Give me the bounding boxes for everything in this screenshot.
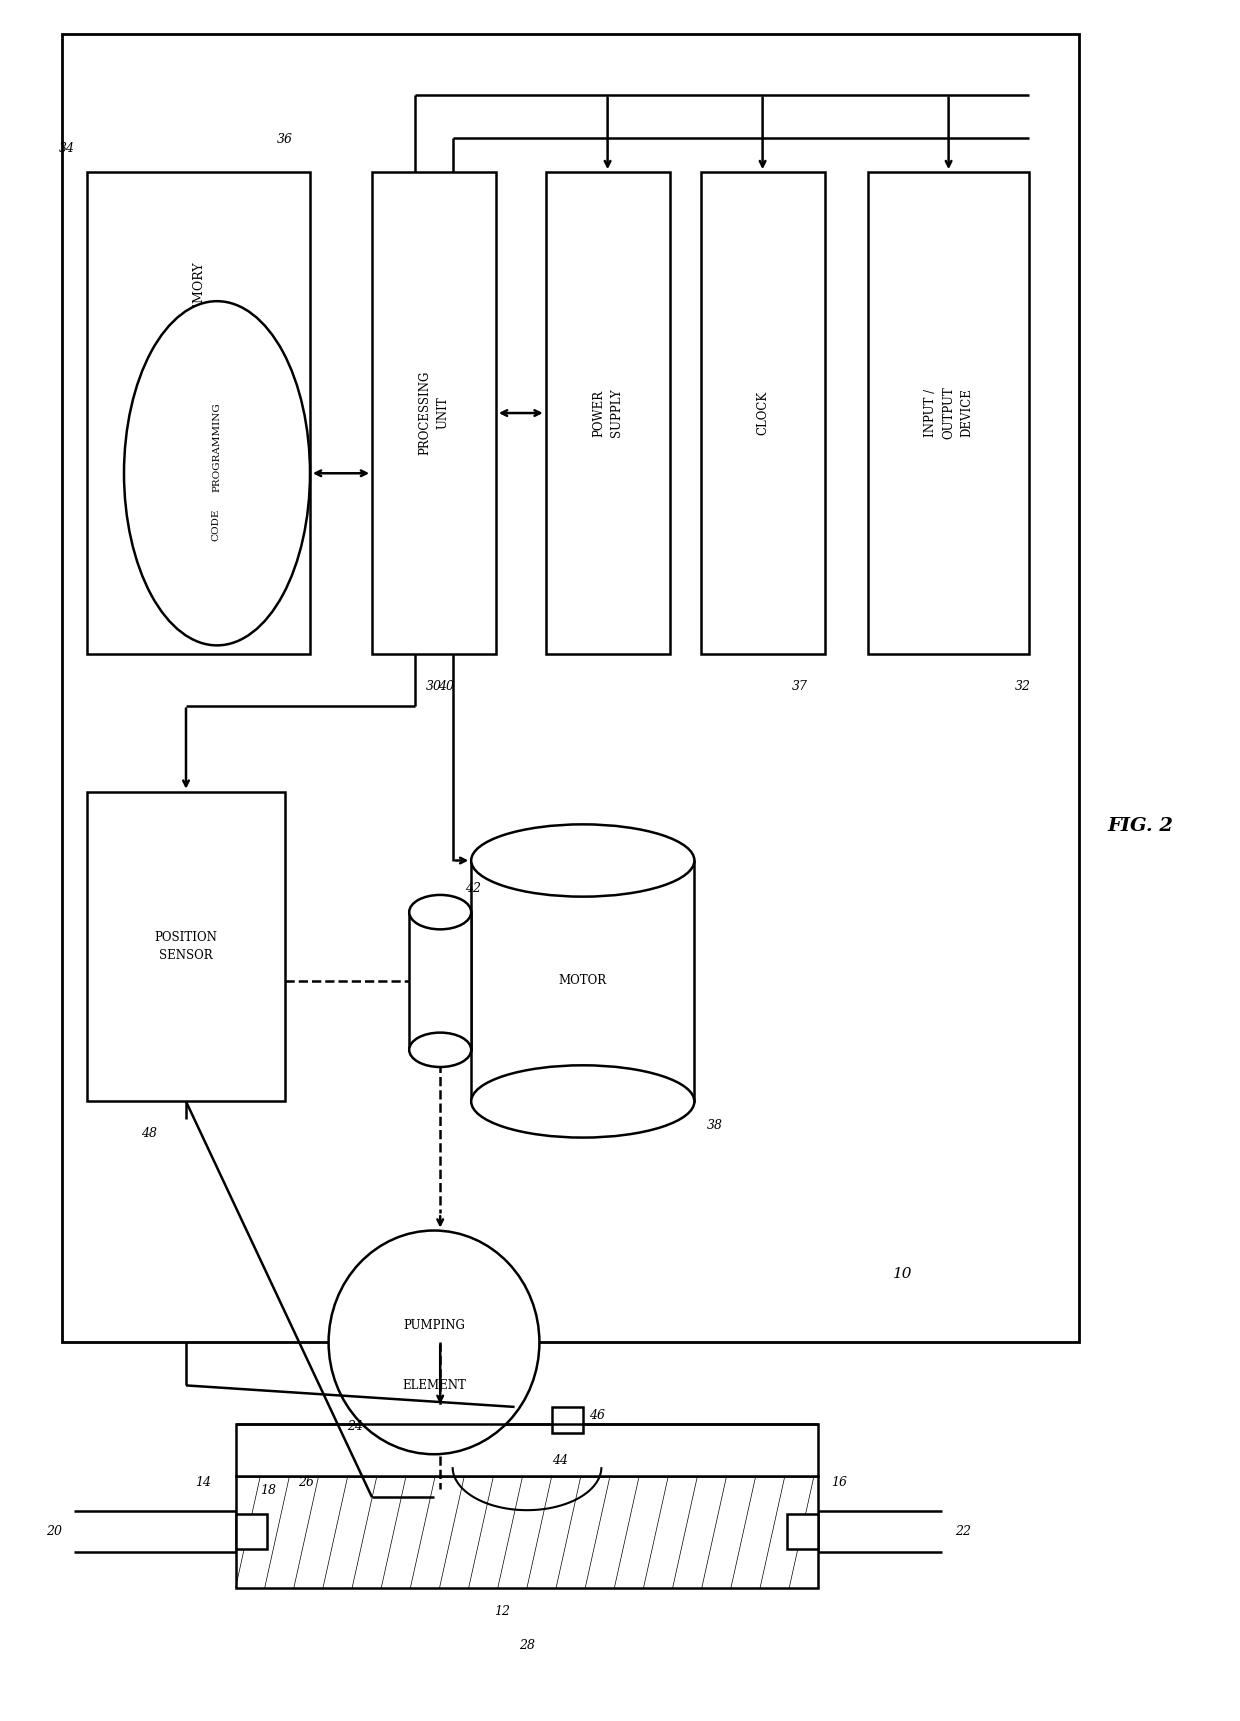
FancyBboxPatch shape	[236, 1514, 267, 1549]
Text: 38: 38	[707, 1119, 723, 1132]
Text: 24: 24	[347, 1420, 363, 1432]
FancyBboxPatch shape	[236, 1475, 818, 1587]
FancyBboxPatch shape	[787, 1514, 818, 1549]
Text: 42: 42	[465, 881, 481, 895]
Text: 36: 36	[278, 133, 293, 146]
FancyBboxPatch shape	[87, 792, 285, 1101]
Text: 44: 44	[552, 1454, 568, 1468]
Text: 26: 26	[298, 1475, 314, 1489]
FancyBboxPatch shape	[87, 172, 310, 654]
Text: 28: 28	[520, 1638, 534, 1652]
Text: 10: 10	[893, 1267, 913, 1280]
FancyBboxPatch shape	[701, 172, 825, 654]
Text: 46: 46	[589, 1409, 605, 1422]
Text: POWER
SUPPLY: POWER SUPPLY	[593, 389, 624, 437]
Text: 16: 16	[831, 1475, 847, 1489]
Text: 18: 18	[260, 1484, 277, 1497]
Text: ELEMENT: ELEMENT	[402, 1379, 466, 1392]
Text: MEMORY: MEMORY	[192, 262, 205, 324]
Text: 37: 37	[792, 680, 807, 694]
FancyBboxPatch shape	[552, 1408, 583, 1432]
FancyBboxPatch shape	[546, 172, 670, 654]
FancyBboxPatch shape	[372, 172, 496, 654]
Text: CLOCK: CLOCK	[756, 391, 769, 435]
Text: 12: 12	[495, 1604, 510, 1618]
Ellipse shape	[124, 301, 310, 645]
Text: INPUT /
OUTPUT
DEVICE: INPUT / OUTPUT DEVICE	[924, 387, 973, 439]
Text: MOTOR: MOTOR	[559, 974, 606, 988]
Text: 32: 32	[1016, 680, 1030, 694]
Text: 20: 20	[46, 1525, 62, 1539]
Ellipse shape	[409, 895, 471, 929]
FancyBboxPatch shape	[868, 172, 1029, 654]
FancyBboxPatch shape	[409, 912, 471, 1050]
Text: FIG. 2: FIG. 2	[1107, 817, 1174, 835]
Text: PROCESSING
UNIT: PROCESSING UNIT	[419, 370, 449, 456]
Ellipse shape	[471, 824, 694, 897]
Ellipse shape	[329, 1231, 539, 1454]
Text: 48: 48	[141, 1127, 156, 1141]
FancyBboxPatch shape	[62, 34, 1079, 1342]
Text: 34: 34	[58, 141, 74, 155]
Text: 22: 22	[955, 1525, 971, 1539]
FancyBboxPatch shape	[471, 860, 694, 1101]
Text: 30: 30	[427, 680, 441, 694]
Text: PUMPING: PUMPING	[403, 1318, 465, 1332]
Ellipse shape	[471, 1065, 694, 1138]
FancyBboxPatch shape	[236, 1425, 818, 1475]
Text: 14: 14	[195, 1475, 211, 1489]
Ellipse shape	[409, 1033, 471, 1067]
Text: POSITION
SENSOR: POSITION SENSOR	[155, 931, 217, 962]
Text: PROGRAMMING: PROGRAMMING	[212, 403, 222, 492]
Text: CODE: CODE	[211, 509, 221, 540]
Text: 40: 40	[439, 680, 454, 694]
